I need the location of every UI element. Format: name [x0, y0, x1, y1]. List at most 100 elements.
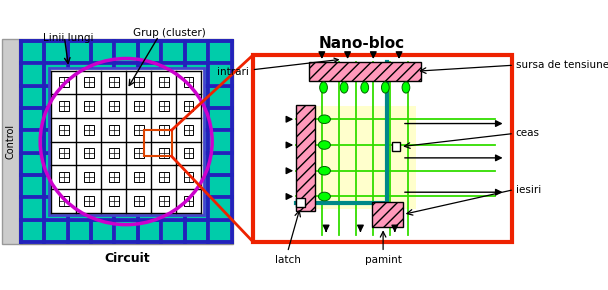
Bar — [69, 132, 90, 151]
Text: Control: Control — [5, 124, 15, 159]
Bar — [210, 221, 230, 241]
Bar — [46, 154, 66, 174]
Bar — [46, 65, 66, 84]
Bar — [59, 77, 69, 87]
Bar — [139, 87, 160, 107]
Bar — [159, 196, 168, 206]
Bar — [92, 65, 113, 84]
Bar — [116, 221, 137, 241]
Bar — [69, 199, 90, 218]
Bar — [46, 87, 66, 107]
Bar — [162, 221, 184, 241]
Bar — [46, 42, 66, 62]
Ellipse shape — [319, 166, 330, 175]
Bar — [162, 109, 184, 129]
Bar — [184, 101, 193, 111]
Bar — [162, 154, 184, 174]
Bar — [22, 42, 43, 62]
Bar — [134, 196, 143, 206]
Bar — [159, 172, 168, 182]
Bar — [296, 198, 305, 207]
Bar — [2, 39, 19, 244]
Bar — [372, 202, 403, 227]
Bar — [22, 199, 43, 218]
Bar — [162, 176, 184, 196]
Bar — [22, 221, 43, 241]
Bar — [116, 109, 137, 129]
Bar — [134, 125, 143, 135]
Bar — [92, 221, 113, 241]
Bar — [210, 87, 230, 107]
Bar — [46, 176, 66, 196]
Bar — [186, 42, 207, 62]
Bar — [210, 176, 230, 196]
Ellipse shape — [319, 192, 330, 201]
Bar — [84, 148, 94, 158]
Bar — [92, 154, 113, 174]
Bar — [134, 101, 143, 111]
Bar — [139, 65, 160, 84]
Bar — [210, 65, 230, 84]
Ellipse shape — [402, 82, 410, 93]
Bar — [46, 199, 66, 218]
Text: intrari: intrari — [217, 58, 338, 77]
Bar — [109, 101, 119, 111]
Bar — [134, 77, 143, 87]
Bar — [69, 154, 90, 174]
Bar — [22, 65, 43, 84]
Bar — [84, 125, 94, 135]
Ellipse shape — [319, 141, 330, 149]
Text: sursa de tensiune: sursa de tensiune — [516, 60, 608, 70]
Bar — [139, 154, 160, 174]
Bar — [313, 106, 416, 209]
Text: latch: latch — [275, 255, 300, 265]
Bar — [19, 39, 233, 244]
Bar — [134, 148, 143, 158]
Bar — [139, 42, 160, 62]
Bar — [210, 109, 230, 129]
Bar — [46, 109, 66, 129]
Bar — [46, 132, 66, 151]
Bar — [22, 87, 43, 107]
Bar — [59, 172, 69, 182]
Text: iesiri: iesiri — [516, 185, 541, 195]
Bar — [159, 101, 168, 111]
Bar — [84, 172, 94, 182]
Bar — [22, 132, 43, 151]
Bar — [46, 221, 66, 241]
Bar — [116, 42, 137, 62]
Bar — [139, 199, 160, 218]
Text: Nano-bloc: Nano-bloc — [319, 36, 405, 50]
Bar — [92, 176, 113, 196]
Bar — [69, 221, 90, 241]
Bar — [109, 172, 119, 182]
Bar — [22, 154, 43, 174]
Bar — [22, 109, 43, 129]
Bar — [186, 154, 207, 174]
Bar — [186, 176, 207, 196]
Bar — [162, 65, 184, 84]
Ellipse shape — [340, 82, 348, 93]
Bar — [116, 154, 137, 174]
Bar — [253, 55, 513, 242]
Text: Grup (cluster): Grup (cluster) — [133, 28, 206, 38]
Bar — [144, 130, 171, 156]
Bar — [309, 62, 421, 81]
Text: Circuit: Circuit — [104, 252, 150, 265]
Bar — [59, 125, 69, 135]
Bar — [296, 105, 315, 211]
Bar — [109, 125, 119, 135]
Ellipse shape — [319, 115, 330, 124]
Bar — [59, 148, 69, 158]
Bar — [184, 172, 193, 182]
Bar — [22, 176, 43, 196]
Bar — [109, 196, 119, 206]
Bar — [162, 132, 184, 151]
Bar — [116, 132, 137, 151]
Bar — [184, 148, 193, 158]
Bar — [162, 42, 184, 62]
Bar — [159, 125, 168, 135]
Text: ceas: ceas — [516, 128, 540, 138]
Bar — [186, 132, 207, 151]
Bar — [109, 148, 119, 158]
